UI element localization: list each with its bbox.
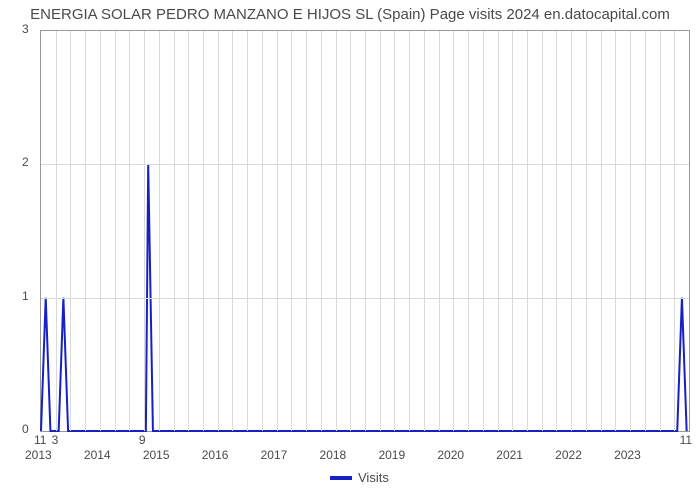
y-tick-label: 2: [22, 155, 29, 169]
gridline-v-minor: [674, 31, 675, 431]
gridline-v-minor: [365, 31, 366, 431]
y-tick-label: 1: [22, 289, 29, 303]
legend-label: Visits: [358, 470, 389, 485]
gridline-v-major: [336, 31, 337, 431]
gridline-v-major: [159, 31, 160, 431]
gridline-v-minor: [350, 31, 351, 431]
point-value-label: 11: [34, 433, 46, 447]
gridline-v-major: [394, 31, 395, 431]
gridline-v-minor: [498, 31, 499, 431]
gridline-v-minor: [380, 31, 381, 431]
gridline-v-major: [512, 31, 513, 431]
legend-item-visits: Visits: [330, 470, 389, 485]
x-tick-label: 2015: [143, 448, 170, 462]
gridline-v-minor: [56, 31, 57, 431]
gridline-v-major: [571, 31, 572, 431]
gridline-v-minor: [527, 31, 528, 431]
gridline-v-minor: [174, 31, 175, 431]
point-value-label: 3: [52, 433, 59, 447]
plot-area: [40, 30, 690, 432]
gridline-v-minor: [144, 31, 145, 431]
gridline-v-minor: [291, 31, 292, 431]
y-tick-label: 3: [22, 22, 29, 36]
x-tick-label: 2013: [25, 448, 52, 462]
gridline-v-minor: [247, 31, 248, 431]
gridline-v-minor: [542, 31, 543, 431]
gridline-v-minor: [439, 31, 440, 431]
y-tick-label: 0: [22, 422, 29, 436]
gridline-v-minor: [85, 31, 86, 431]
x-tick-label: 2021: [496, 448, 523, 462]
x-tick-label: 2016: [202, 448, 229, 462]
gridline-v-minor: [645, 31, 646, 431]
x-tick-label: 2022: [555, 448, 582, 462]
gridline-v-minor: [601, 31, 602, 431]
gridline-v-minor: [468, 31, 469, 431]
gridline-v-minor: [424, 31, 425, 431]
gridline-v-minor: [483, 31, 484, 431]
x-tick-label: 2017: [261, 448, 288, 462]
gridline-v-major: [100, 31, 101, 431]
x-tick-label: 2020: [437, 448, 464, 462]
gridline-v-minor: [321, 31, 322, 431]
gridline-v-minor: [70, 31, 71, 431]
gridline-v-minor: [306, 31, 307, 431]
gridline-v-minor: [262, 31, 263, 431]
chart-container: ENERGIA SOLAR PEDRO MANZANO E HIJOS SL (…: [0, 0, 700, 500]
legend-swatch: [330, 476, 352, 480]
x-tick-label: 2019: [378, 448, 405, 462]
gridline-v-minor: [660, 31, 661, 431]
point-value-label: 9: [139, 433, 146, 447]
gridline-v-minor: [232, 31, 233, 431]
gridline-v-major: [277, 31, 278, 431]
point-value-label: 11: [680, 433, 692, 447]
x-tick-label: 2014: [84, 448, 111, 462]
x-tick-label: 2023: [614, 448, 641, 462]
x-tick-label: 2018: [320, 448, 347, 462]
gridline-v-minor: [586, 31, 587, 431]
gridline-v-minor: [203, 31, 204, 431]
gridline-v-minor: [556, 31, 557, 431]
gridline-v-minor: [615, 31, 616, 431]
gridline-v-major: [630, 31, 631, 431]
chart-title: ENERGIA SOLAR PEDRO MANZANO E HIJOS SL (…: [0, 0, 700, 23]
gridline-v-major: [453, 31, 454, 431]
gridline-v-minor: [129, 31, 130, 431]
legend: Visits: [330, 470, 389, 485]
gridline-v-minor: [115, 31, 116, 431]
gridline-v-major: [218, 31, 219, 431]
gridline-v-minor: [409, 31, 410, 431]
gridline-v-minor: [188, 31, 189, 431]
